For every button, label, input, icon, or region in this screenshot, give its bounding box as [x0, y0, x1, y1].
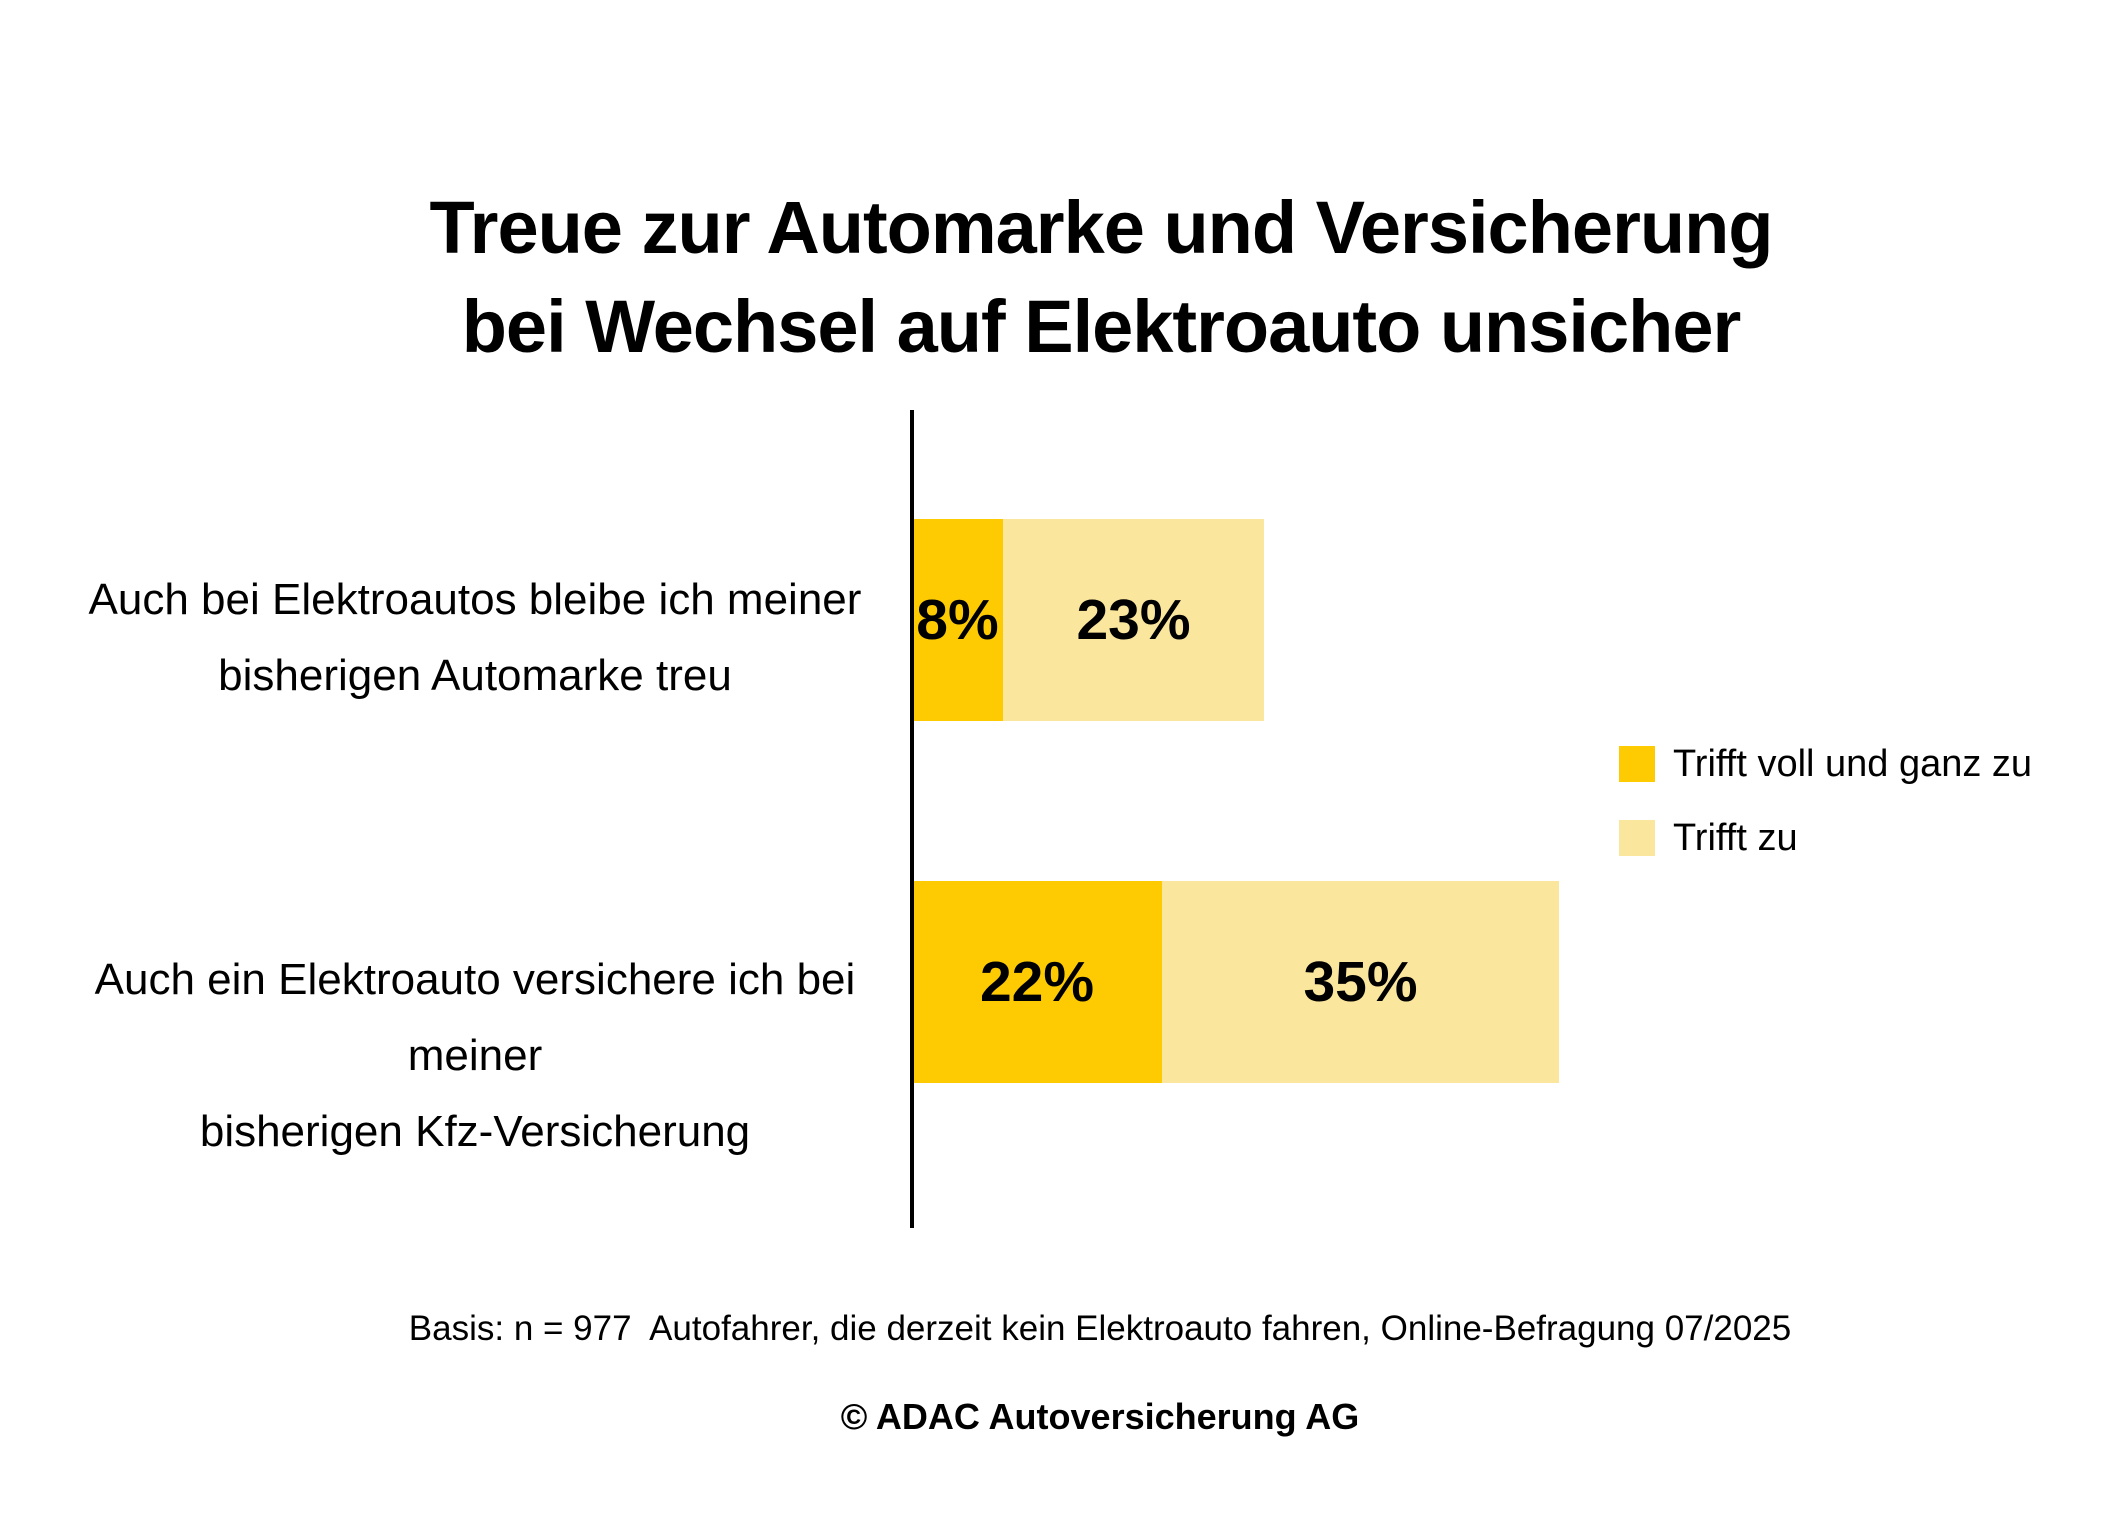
value-label: 23% [1076, 588, 1191, 652]
baseline-axis [910, 410, 914, 1228]
chart-title-line-2: bei Wechsel auf Elektroauto unsicher [461, 284, 1742, 368]
legend-swatch-light-yellow [1619, 820, 1655, 856]
copyright-note: © ADAC Autoversicherung AG [840, 1396, 1360, 1437]
bar-segment-trifft-voll: 22% [912, 881, 1162, 1083]
category-label-line: bisherigen Automarke treu [218, 651, 732, 700]
value-label: 8% [916, 588, 999, 652]
legend-label: Trifft zu [1673, 816, 1798, 859]
legend: Trifft voll und ganz zu Trifft zu [1619, 743, 2032, 894]
bar-segment-trifft-voll: 8% [912, 519, 1003, 721]
category-label-line: Auch ein Elektroauto versichere ich bei … [94, 955, 856, 1080]
chart-title-line-1: Treue zur Automarke und Versicherung [429, 185, 1774, 269]
footer: Basis: n = 977 Autofahrer, die derzeit k… [37, 1306, 2126, 1438]
bar-row: 22% 35% [912, 881, 1559, 1083]
bar-segment-trifft-zu: 23% [1003, 519, 1264, 721]
bar-row: 8% 23% [912, 519, 1264, 721]
basis-note: Basis: n = 977 Autofahrer, die derzeit k… [408, 1309, 1792, 1348]
legend-swatch-dark-yellow [1619, 746, 1655, 782]
value-label: 22% [979, 950, 1095, 1014]
category-label-line: bisherigen Kfz-Versicherung [199, 1107, 751, 1156]
category-label-line: Auch bei Elektroautos bleibe ich meiner [88, 575, 862, 624]
legend-item: Trifft voll und ganz zu [1619, 743, 2032, 785]
legend-label: Trifft voll und ganz zu [1673, 742, 2033, 785]
bar-segment-trifft-zu: 35% [1162, 881, 1559, 1083]
legend-item: Trifft zu [1619, 817, 2032, 859]
category-label-row-2: Auch ein Elektroauto versichere ich bei … [40, 942, 910, 1170]
category-label-row-1: Auch bei Elektroautos bleibe ich meiner … [40, 562, 910, 714]
chart-title: Treue zur Automarke und Versicherung bei… [38, 178, 2126, 376]
value-label: 35% [1303, 950, 1418, 1014]
